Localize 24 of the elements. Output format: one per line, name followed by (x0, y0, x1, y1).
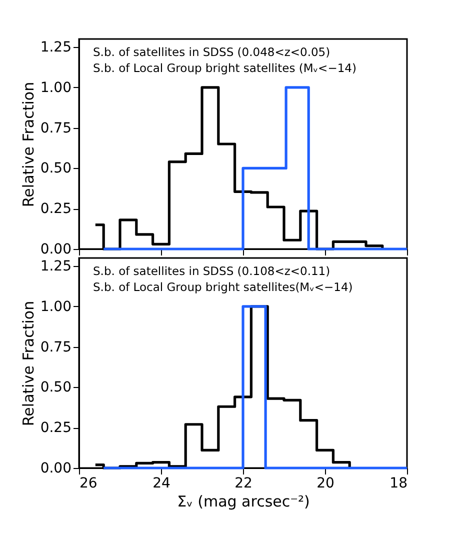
x-axis-title: Σᵥ (mag arcsec⁻²) (177, 492, 310, 510)
y-tick-label: 0.50 (40, 380, 72, 396)
y-tick-label: 0.75 (40, 120, 72, 136)
annotation: S.b. of Local Group bright satellites (Mᵥ<−14) (93, 61, 356, 75)
annotation: S.b. of satellites in SDSS (0.048<z<0.05) (93, 45, 330, 59)
y-tick-label: 1.25 (40, 40, 72, 56)
y-tick-label: 1.25 (40, 258, 72, 275)
y-tick-label: 0.75 (40, 339, 72, 356)
y-tick-label: 0.25 (40, 420, 72, 436)
x-tick-label: 26 (80, 476, 98, 492)
y-tick-label: 0.00 (40, 460, 72, 476)
y-tick-label: 1.00 (40, 298, 72, 315)
y-tick-label: 0.50 (40, 160, 72, 177)
x-tick-label: 20 (316, 476, 334, 492)
y-axis-title: Relative Fraction (19, 82, 38, 208)
y-axis-title: Relative Fraction (19, 300, 38, 426)
y-tick-label: 0.25 (40, 201, 72, 218)
annotation: S.b. of Local Group bright satellites(Mᵥ<−14) (93, 280, 353, 294)
x-tick-label: 22 (234, 476, 252, 492)
y-tick-label: 1.00 (40, 80, 72, 96)
x-tick-label: 24 (152, 476, 170, 492)
annotation: S.b. of satellites in SDSS (0.108<z<0.11) (93, 264, 330, 278)
x-tick-label: 18 (390, 476, 408, 492)
y-tick-label: 0.00 (40, 242, 72, 258)
